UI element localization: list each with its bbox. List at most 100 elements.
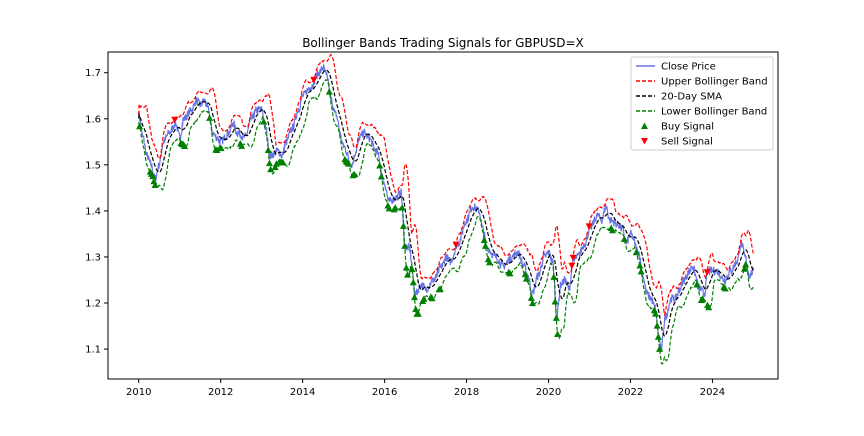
buy-signal-marker <box>271 163 279 171</box>
legend-sell-marker <box>641 138 648 145</box>
buy-signal-marker <box>637 267 645 275</box>
signal-markers <box>136 76 750 352</box>
buy-signal-marker <box>651 310 659 317</box>
buy-signal-marker <box>409 278 417 286</box>
buy-signal-marker <box>436 285 444 293</box>
legend-item[interactable]: Upper Bollinger Band <box>636 77 768 88</box>
y-tick-label: 1.1 <box>85 345 101 356</box>
legend-item[interactable]: Sell Signal <box>641 137 713 148</box>
legend-label: Buy Signal <box>661 122 714 133</box>
legend-label: Sell Signal <box>661 137 713 148</box>
sell-signal-marker <box>171 116 179 124</box>
x-tick-label: 2018 <box>454 387 479 398</box>
buy-signal-marker <box>402 264 410 271</box>
x-axis: 2010 2012 2014 2016 2018 2020 2022 2024 <box>126 379 725 398</box>
x-tick-label: 2012 <box>208 387 233 398</box>
legend-label: Lower Bollinger Band <box>661 107 767 118</box>
buy-signal-marker <box>206 114 214 121</box>
buy-signal-marker <box>377 172 385 180</box>
buy-signal-marker <box>264 146 272 154</box>
sell-signal-marker <box>703 269 711 276</box>
buy-signal-marker <box>385 204 393 212</box>
buy-signal-marker <box>404 271 412 278</box>
buy-signal-marker <box>550 273 558 280</box>
buy-signal-marker <box>414 310 422 317</box>
x-tick-label: 2022 <box>618 387 643 398</box>
buy-signal-marker <box>486 258 494 266</box>
sell-signal-marker <box>452 241 460 249</box>
legend[interactable]: Close Price Upper Bollinger Band 20-Day SM… <box>630 56 774 151</box>
buy-signal-marker <box>217 144 225 152</box>
buy-signal-marker <box>506 269 514 277</box>
buy-signal-marker <box>350 170 358 178</box>
sell-signal-marker <box>568 262 576 270</box>
legend-item[interactable]: Buy Signal <box>641 122 714 133</box>
buy-signal-marker <box>279 158 287 166</box>
buy-signal-marker <box>481 242 489 249</box>
buy-signal-marker <box>522 275 530 282</box>
buy-signal-marker <box>636 262 644 269</box>
sell-signal-marker <box>569 254 577 262</box>
buy-signal-marker <box>620 235 628 243</box>
buy-signal-marker <box>742 260 750 268</box>
buy-signal-marker <box>391 204 399 211</box>
buy-signal-marker <box>265 159 273 167</box>
x-tick-label: 2020 <box>536 387 561 398</box>
buy-signal-marker <box>552 314 560 321</box>
legend-label: Upper Bollinger Band <box>661 77 768 88</box>
legend-item[interactable]: 20-Day SMA <box>636 92 722 103</box>
axes-frame <box>107 51 779 380</box>
y-tick-label: 1.6 <box>85 114 101 125</box>
x-tick-label: 2016 <box>372 387 397 398</box>
buy-signal-marker <box>428 294 436 302</box>
buy-signal-marker <box>656 345 664 352</box>
y-tick-label: 1.7 <box>85 68 101 79</box>
legend-box <box>630 56 774 151</box>
buy-signal-marker <box>401 242 409 249</box>
buy-signal-marker <box>699 295 707 302</box>
y-tick-label: 1.4 <box>85 206 101 217</box>
buy-signal-marker <box>721 284 729 292</box>
buy-signal-marker <box>151 181 159 188</box>
buy-signal-marker <box>136 122 144 130</box>
buy-signal-marker <box>740 265 748 272</box>
legend-item[interactable]: Lower Bollinger Band <box>636 107 767 118</box>
buy-signal-marker <box>267 165 275 173</box>
buy-signal-marker <box>654 333 662 340</box>
y-tick-label: 1.3 <box>85 252 101 263</box>
legend-label: 20-Day SMA <box>661 92 722 103</box>
sell-signal-marker <box>585 223 593 230</box>
buy-signal-marker <box>420 295 428 302</box>
buy-signal-marker <box>398 204 406 211</box>
buy-signal-marker <box>632 248 640 256</box>
y-tick-label: 1.5 <box>85 160 101 171</box>
buy-signal-marker <box>529 299 537 307</box>
buy-signal-marker <box>411 293 419 301</box>
buy-signal-marker <box>693 281 701 288</box>
y-tick-label: 1.2 <box>85 299 101 310</box>
buy-signal-marker <box>551 298 559 305</box>
plot-area <box>136 53 754 365</box>
legend-item[interactable]: Close Price <box>636 62 716 73</box>
buy-signal-marker <box>345 160 353 167</box>
y-axis: 1.1 1.2 1.3 1.4 1.5 1.6 1.7 <box>85 68 108 356</box>
buy-signal-marker <box>554 330 562 337</box>
buy-signal-marker <box>376 161 384 169</box>
chart-title: Bollinger Bands Trading Signals for GBPU… <box>302 36 584 50</box>
sell-signal-marker <box>310 76 318 84</box>
sma-line <box>138 69 754 337</box>
upper-band-line <box>138 53 754 316</box>
buy-signal-marker <box>399 222 407 229</box>
buy-signal-marker <box>480 236 488 244</box>
buy-signal-marker <box>238 142 246 149</box>
buy-signal-marker <box>527 294 535 301</box>
buy-signal-marker <box>181 142 189 149</box>
buy-signal-marker <box>325 88 333 95</box>
legend-label: Close Price <box>661 62 716 73</box>
buy-signal-marker <box>653 322 661 329</box>
buy-signal-marker <box>608 226 616 234</box>
buy-signal-marker <box>408 265 416 273</box>
buy-signal-marker <box>521 270 529 278</box>
